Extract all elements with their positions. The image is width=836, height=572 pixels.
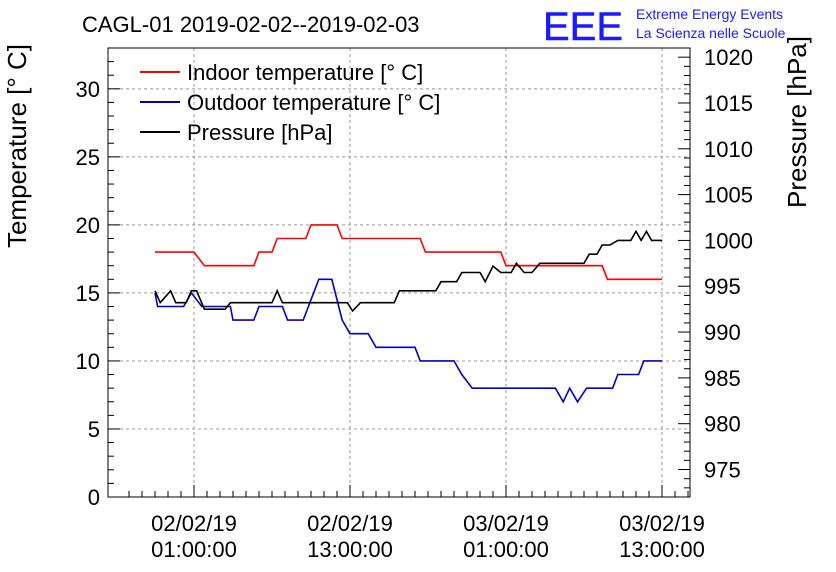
y-axis-right-label: Pressure [hPa]: [782, 36, 812, 208]
right-axis: 975 980 985 990 995 1000 1005 1010 1015 1020: [678, 45, 753, 489]
right-tick-label: 1020: [704, 45, 753, 70]
right-tick-label: 990: [704, 320, 741, 345]
logo-text: EEE: [543, 5, 623, 49]
x-axis: 02/02/1901:00:0002/02/1913:00:0003/02/19…: [128, 485, 705, 562]
chart-title: CAGL-01 2019-02-02--2019-02-03: [82, 12, 420, 37]
logo-line2: La Scienza nelle Scuole: [636, 25, 786, 41]
x-tick-date: 02/02/19: [307, 511, 393, 536]
x-tick-date: 02/02/19: [151, 511, 237, 536]
left-tick-label: 5: [88, 417, 100, 442]
x-tick-date: 03/02/19: [463, 511, 549, 536]
left-tick-label: 0: [88, 485, 100, 510]
right-tick-label: 1005: [704, 183, 753, 208]
x-tick-time: 01:00:00: [151, 537, 237, 562]
x-tick-time: 13:00:00: [619, 537, 705, 562]
series-line-2: [154, 229, 662, 313]
y-axis-left-label: Temperature [° C]: [2, 44, 32, 248]
legend-label-0: Indoor temperature [° C]: [187, 60, 423, 85]
left-tick-label: 30: [76, 77, 100, 102]
plot-frame: [107, 47, 691, 498]
right-tick-label: 1010: [704, 137, 753, 162]
left-axis: 0 5 10 15 20 25 30: [76, 61, 120, 510]
series-layer: [154, 224, 662, 404]
x-tick-time: 01:00:00: [463, 537, 549, 562]
grid-lines: [108, 48, 690, 498]
right-tick-label: 975: [704, 458, 741, 483]
right-tick-label: 995: [704, 274, 741, 299]
right-tick-label: 985: [704, 366, 741, 391]
right-tick-label: 1015: [704, 91, 753, 116]
legend-label-2: Pressure [hPa]: [187, 120, 333, 145]
logo-line1: Extreme Energy Events: [636, 6, 783, 22]
x-tick-date: 03/02/19: [619, 511, 705, 536]
series-line-1: [154, 278, 662, 404]
right-tick-label: 980: [704, 412, 741, 437]
left-tick-label: 25: [76, 145, 100, 170]
left-tick-label: 20: [76, 213, 100, 238]
legend-label-1: Outdoor temperature [° C]: [187, 90, 440, 115]
left-tick-label: 15: [76, 281, 100, 306]
left-tick-label: 10: [76, 349, 100, 374]
legend: Indoor temperature [° C] Outdoor temperat…: [140, 60, 440, 145]
eee-logo: EEE Extreme Energy Events La Scienza nel…: [543, 5, 786, 50]
right-tick-label: 1000: [704, 228, 753, 253]
series-line-0: [155, 224, 662, 281]
x-tick-time: 13:00:00: [307, 537, 393, 562]
